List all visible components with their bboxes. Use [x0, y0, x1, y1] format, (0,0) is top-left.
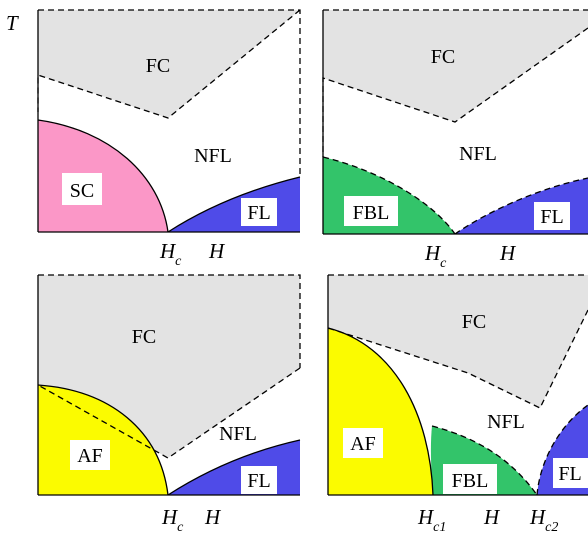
label-box [443, 464, 497, 494]
fbl-boundary-line [431, 425, 538, 496]
label-box [241, 466, 277, 494]
region-label-af: AF [350, 433, 376, 455]
region-label-af: AF [77, 445, 103, 467]
region-label-nfl: NFL [194, 145, 232, 167]
field-axis-label: H [483, 505, 501, 529]
label-box [62, 173, 102, 205]
critical-field-label: Hc [161, 505, 184, 535]
region-label-sc: SC [70, 180, 94, 202]
region-label-nfl: NFL [487, 411, 525, 433]
region-label-fbl: FBL [452, 470, 489, 492]
af-boundary-line [327, 327, 434, 496]
fbl-boundary-line [322, 156, 456, 235]
sc-region [38, 120, 168, 232]
label-box [343, 428, 383, 458]
label-box [241, 198, 277, 226]
af-boundary-line [37, 384, 169, 496]
sc-boundary-line [37, 119, 169, 233]
critical-field-1-label: Hc1 [417, 505, 446, 535]
fc-crossover-line [37, 367, 301, 459]
panel-c: FC NFL AF FL Hc H [37, 274, 301, 535]
fl-boundary-line [536, 404, 588, 496]
field-axis-label: H [208, 239, 226, 263]
fc-region [38, 10, 300, 118]
panel-d: FC NFL AF FBL FL Hc1 H Hc2 [327, 274, 588, 535]
region-label-fl: FL [247, 202, 270, 224]
fc-crossover-line [327, 309, 588, 409]
label-box [553, 458, 588, 488]
label-box [534, 202, 570, 230]
region-label-fc: FC [431, 46, 455, 68]
field-axis-label: H [499, 241, 517, 265]
critical-field-label: Hc [424, 241, 447, 271]
region-label-fc: FC [132, 326, 156, 348]
panel-b: FC NFL FBL FL Hc H [322, 9, 588, 271]
region-label-nfl: NFL [219, 423, 257, 445]
label-box [70, 440, 110, 470]
fc-region [328, 275, 588, 408]
fl-boundary-line [167, 439, 301, 496]
region-label-fl: FL [558, 463, 581, 485]
label-box [344, 196, 398, 226]
critical-field-2-label: Hc2 [529, 505, 558, 535]
region-label-fl: FL [247, 470, 270, 492]
critical-field-label: Hc [159, 239, 182, 269]
fc-region [323, 10, 588, 122]
fl-region [168, 440, 300, 495]
fl-region [168, 177, 300, 232]
panel-frame [38, 274, 301, 368]
region-label-fl: FL [540, 206, 563, 228]
panel-a: FC NFL SC FL Hc H [37, 9, 301, 269]
region-label-fbl: FBL [353, 202, 390, 224]
region-label-nfl: NFL [459, 143, 497, 165]
field-axis-label: H [204, 505, 222, 529]
fl-boundary-line [454, 177, 588, 235]
region-label-fc: FC [146, 55, 170, 77]
panel-frame [38, 9, 301, 177]
fl-boundary-line [167, 176, 301, 233]
temperature-axis-symbol: T [6, 11, 19, 35]
region-label-fc: FC [462, 311, 486, 333]
